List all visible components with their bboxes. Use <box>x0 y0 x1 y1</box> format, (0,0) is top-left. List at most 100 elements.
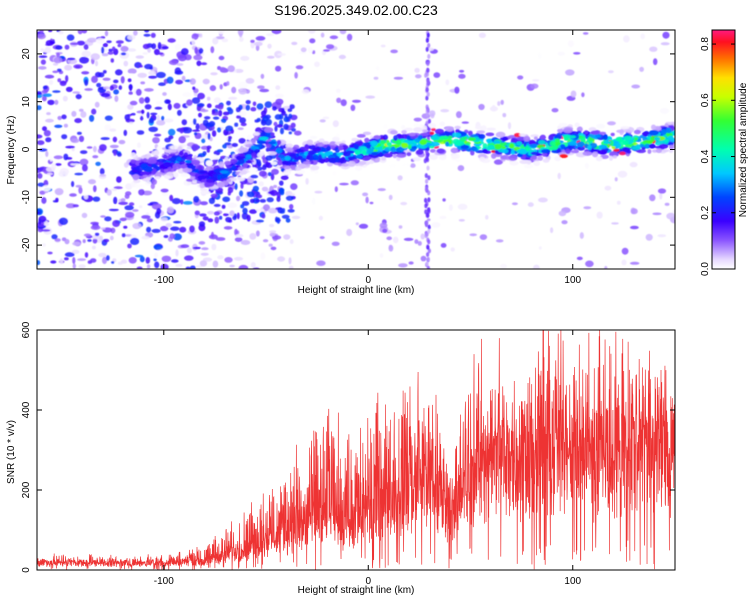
heat-cell <box>284 166 291 170</box>
heat-cell <box>160 225 169 232</box>
heat-cell <box>386 236 393 241</box>
heat-cell <box>657 188 667 194</box>
heat-cell <box>616 129 625 133</box>
colorbar-tick-label: 0.8 <box>700 37 711 51</box>
heat-cell <box>156 145 163 151</box>
heat-cell <box>185 266 191 269</box>
heat-cell <box>358 223 369 229</box>
heat-cell <box>217 30 225 35</box>
heat-cell <box>128 257 137 264</box>
heat-cell <box>258 181 264 187</box>
heat-cell <box>426 61 430 67</box>
heat-cell <box>440 109 450 113</box>
heat-cell <box>199 260 208 267</box>
heat-cell <box>63 123 68 128</box>
heat-cell <box>182 167 192 173</box>
heat-cell <box>83 194 89 200</box>
heat-cell <box>649 130 659 136</box>
heat-cell <box>239 190 244 197</box>
spectrogram-y-label: Frequency (Hz) <box>6 116 17 185</box>
heat-cell <box>426 79 430 84</box>
heat-cell <box>143 158 148 163</box>
heat-cell <box>98 252 107 258</box>
heat-cell <box>64 44 70 50</box>
heat-cell <box>200 190 211 195</box>
heat-cell <box>156 71 166 79</box>
heat-cell <box>225 125 234 132</box>
heat-cell <box>81 71 90 75</box>
heat-cell <box>450 147 459 154</box>
heat-cell <box>58 171 68 177</box>
heat-cell <box>154 261 160 269</box>
heat-cell <box>55 197 59 203</box>
heat-cell <box>305 178 309 185</box>
heat-cell <box>421 129 428 133</box>
heat-cell <box>645 233 653 241</box>
heat-cell <box>90 258 97 263</box>
heat-cell <box>118 85 123 90</box>
heat-cell <box>250 174 259 179</box>
heat-cell <box>80 111 87 118</box>
heat-cell <box>76 40 86 46</box>
heat-cell <box>256 140 267 144</box>
heat-cell <box>137 72 147 78</box>
heat-cell <box>167 166 172 172</box>
heat-cell <box>134 254 144 258</box>
heat-cell <box>406 152 412 157</box>
heat-cell <box>259 170 267 177</box>
heat-cell <box>629 261 640 265</box>
heat-cell <box>280 127 284 135</box>
heat-cell <box>239 36 244 42</box>
heat-cell <box>401 163 411 167</box>
heat-cell <box>54 99 59 105</box>
heat-cell <box>112 204 117 209</box>
heat-cell <box>289 204 294 210</box>
heat-cell <box>234 122 239 127</box>
heat-cell <box>99 235 103 241</box>
heat-cell <box>291 215 301 220</box>
heat-cell <box>459 69 465 73</box>
heat-cell <box>119 217 127 222</box>
heat-cell <box>260 73 265 79</box>
heat-cell <box>373 135 380 139</box>
heat-cell <box>130 152 137 158</box>
heat-cell <box>181 119 187 126</box>
heat-cell <box>127 104 134 110</box>
heat-cell <box>210 46 215 54</box>
heat-cell <box>37 182 45 187</box>
heat-cell <box>570 149 580 154</box>
heat-cell <box>365 143 371 149</box>
heat-cell <box>191 143 200 151</box>
heat-cell <box>51 234 58 240</box>
heat-cell <box>205 160 213 167</box>
heat-cell <box>237 30 244 36</box>
heat-cell <box>277 154 285 159</box>
heat-cell <box>231 143 238 147</box>
heat-cell <box>346 228 353 237</box>
heat-cell <box>207 218 214 223</box>
heat-cell <box>178 136 186 144</box>
heat-cell <box>163 154 168 159</box>
heat-cell <box>577 141 585 148</box>
heat-cell <box>667 135 674 140</box>
heat-cell <box>429 141 440 147</box>
heat-cell <box>548 134 554 141</box>
heat-cell <box>403 237 414 241</box>
heat-cell <box>392 154 397 159</box>
heat-cell <box>109 85 115 91</box>
heat-cell <box>210 193 218 198</box>
heat-cell <box>218 215 223 220</box>
heat-cell <box>538 197 548 203</box>
heat-cell <box>265 155 273 161</box>
heat-cell <box>235 107 241 113</box>
heat-cell <box>493 159 503 165</box>
heat-cell <box>94 60 99 67</box>
heat-cell <box>426 125 430 131</box>
heat-cell <box>113 89 119 95</box>
heat-cell <box>221 38 229 43</box>
heat-cell <box>240 170 248 175</box>
heat-cell <box>397 175 403 181</box>
heat-cell <box>43 223 50 226</box>
snr-y-ticks: 0 200 400 600 <box>21 321 675 573</box>
heat-cell <box>456 111 462 119</box>
